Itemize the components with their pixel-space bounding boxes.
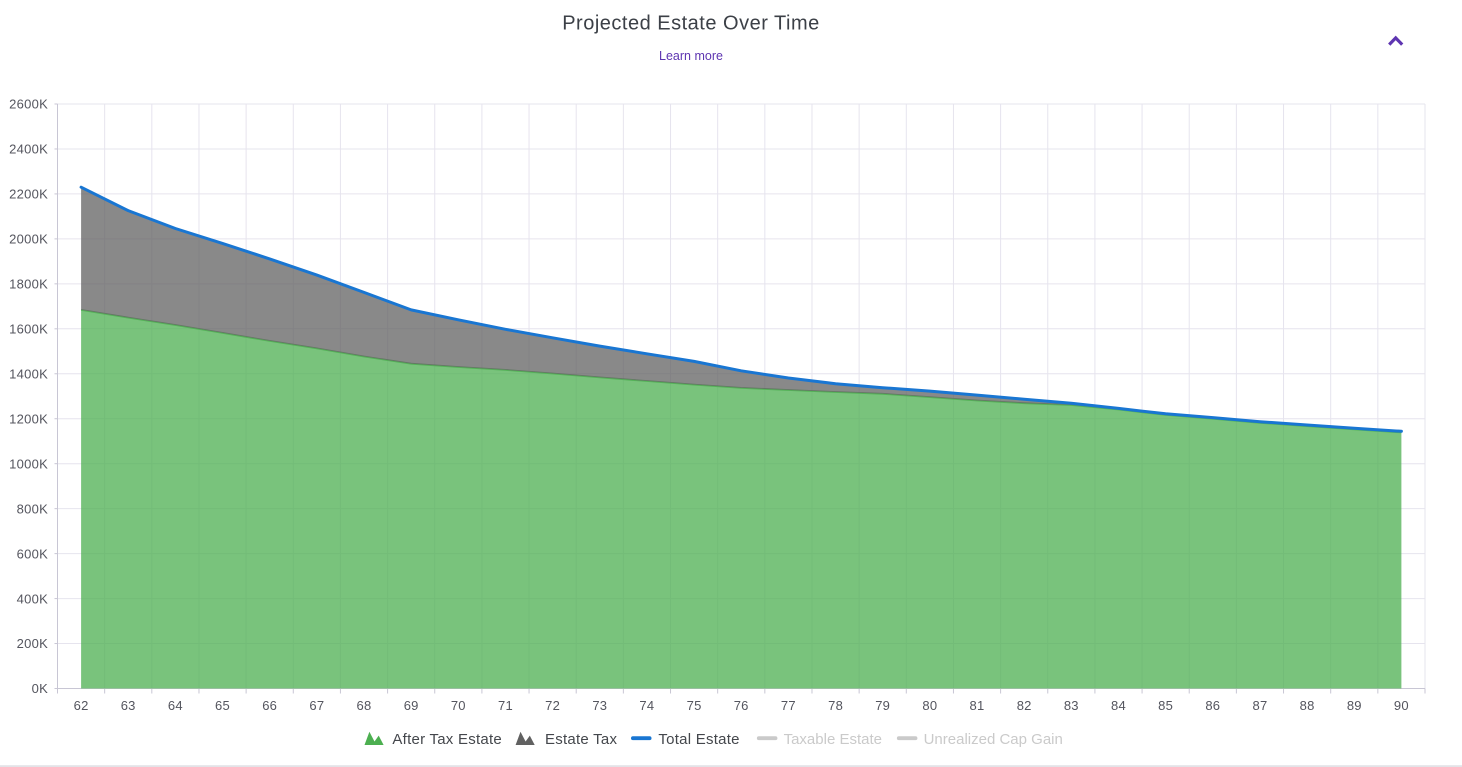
svg-text:78: 78	[828, 698, 843, 713]
svg-text:67: 67	[309, 698, 324, 713]
svg-text:600K: 600K	[17, 546, 48, 561]
svg-text:Projected Estate Over Time: Projected Estate Over Time	[562, 13, 820, 35]
svg-text:84: 84	[1111, 698, 1126, 713]
svg-text:64: 64	[168, 698, 183, 713]
svg-text:90: 90	[1394, 698, 1409, 713]
svg-text:68: 68	[357, 698, 372, 713]
svg-text:89: 89	[1347, 698, 1362, 713]
svg-text:65: 65	[215, 698, 230, 713]
svg-text:73: 73	[592, 698, 607, 713]
svg-text:83: 83	[1064, 698, 1079, 713]
svg-text:Unrealized Cap Gain: Unrealized Cap Gain	[924, 731, 1063, 748]
svg-text:1000K: 1000K	[9, 456, 48, 471]
svg-text:Taxable Estate: Taxable Estate	[784, 731, 882, 748]
svg-text:76: 76	[734, 698, 749, 713]
svg-text:75: 75	[687, 698, 702, 713]
svg-text:1800K: 1800K	[9, 277, 48, 292]
svg-text:1200K: 1200K	[9, 411, 48, 426]
svg-text:81: 81	[970, 698, 985, 713]
svg-text:After Tax Estate: After Tax Estate	[392, 731, 502, 748]
svg-text:2400K: 2400K	[9, 142, 48, 157]
svg-text:82: 82	[1017, 698, 1032, 713]
svg-text:77: 77	[781, 698, 796, 713]
svg-text:400K: 400K	[17, 591, 48, 606]
svg-text:2000K: 2000K	[9, 232, 48, 247]
svg-text:63: 63	[121, 698, 136, 713]
svg-text:200K: 200K	[17, 636, 48, 651]
svg-text:2200K: 2200K	[9, 187, 48, 202]
svg-text:88: 88	[1300, 698, 1315, 713]
svg-text:87: 87	[1253, 698, 1268, 713]
svg-text:85: 85	[1158, 698, 1173, 713]
svg-text:Learn more: Learn more	[659, 49, 723, 63]
svg-text:800K: 800K	[17, 501, 48, 516]
svg-text:79: 79	[875, 698, 890, 713]
svg-text:0K: 0K	[32, 681, 48, 696]
svg-text:62: 62	[74, 698, 89, 713]
svg-text:Estate Tax: Estate Tax	[545, 731, 618, 748]
svg-text:71: 71	[498, 698, 513, 713]
svg-text:69: 69	[404, 698, 419, 713]
svg-text:74: 74	[639, 698, 654, 713]
svg-text:80: 80	[922, 698, 937, 713]
svg-text:1400K: 1400K	[9, 367, 48, 382]
svg-text:66: 66	[262, 698, 277, 713]
svg-text:72: 72	[545, 698, 560, 713]
svg-text:Total Estate: Total Estate	[658, 731, 739, 748]
svg-text:86: 86	[1205, 698, 1220, 713]
svg-text:1600K: 1600K	[9, 322, 48, 337]
svg-text:70: 70	[451, 698, 466, 713]
svg-text:2600K: 2600K	[9, 97, 48, 112]
